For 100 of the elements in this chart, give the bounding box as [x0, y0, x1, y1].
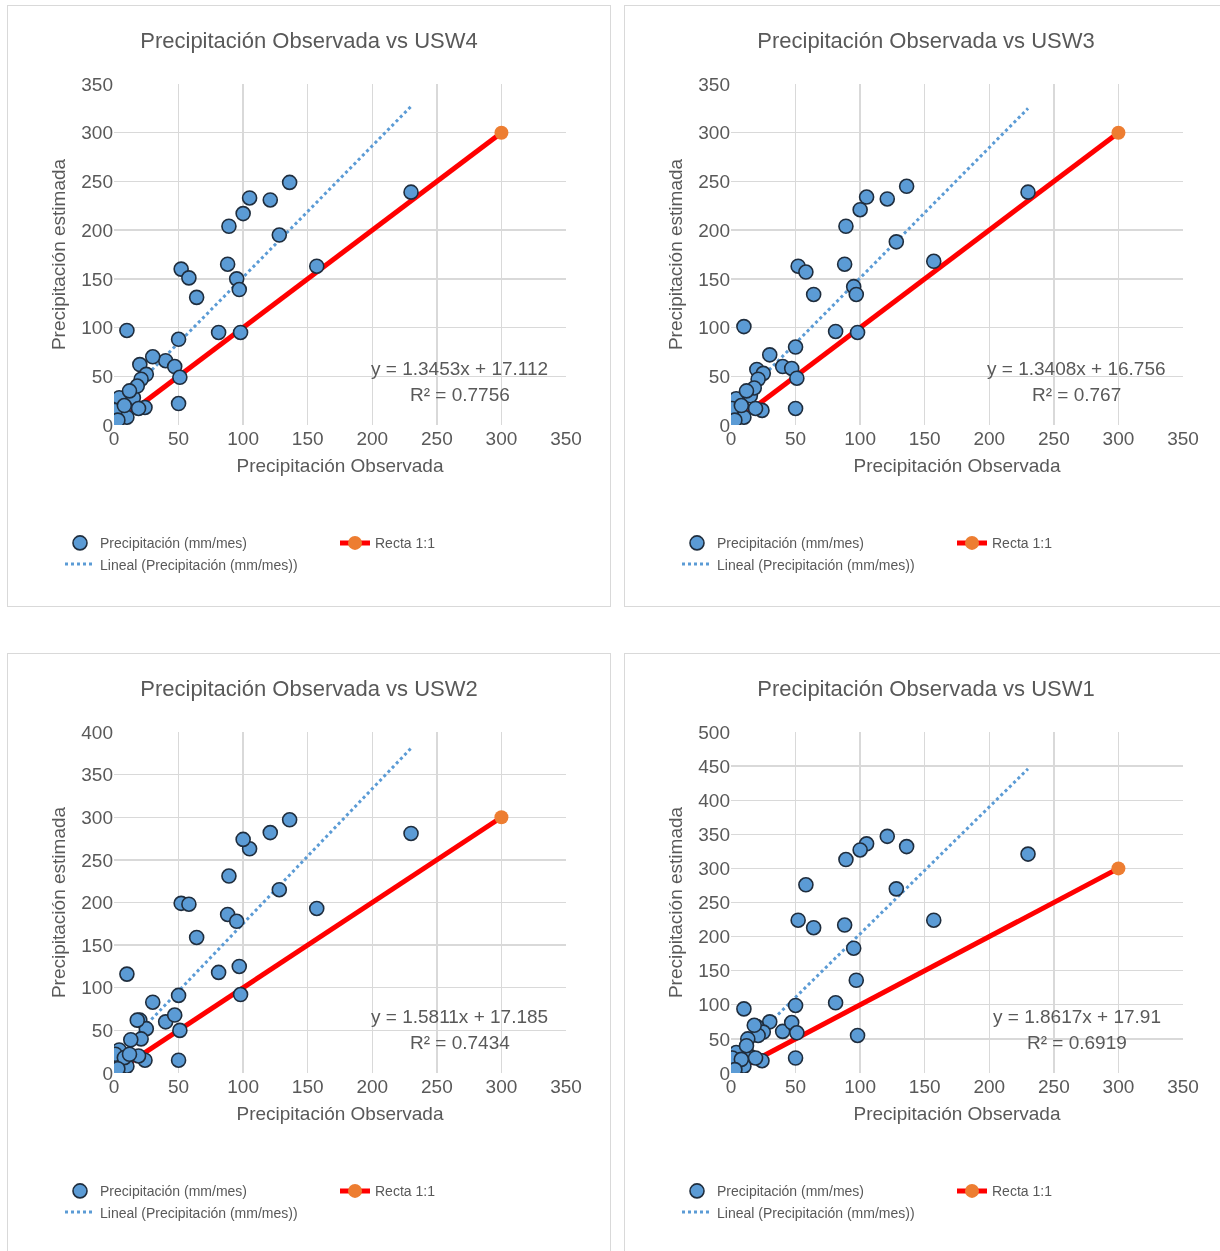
- point: [738, 383, 755, 399]
- annotation: y = 1.3453x + 17.112: [371, 358, 549, 379]
- chart-title: Precipitación Observada vs USW4: [140, 28, 478, 54]
- y-tick-label: 100: [698, 994, 730, 1016]
- point: [172, 1022, 188, 1039]
- x-tick-label: 50: [168, 1076, 190, 1097]
- y-tick-label: 500: [698, 721, 730, 743]
- annotation: R² = 0.6919: [1027, 1032, 1127, 1053]
- point: [170, 331, 187, 348]
- x-tick-label: 300: [485, 428, 518, 449]
- x-tick-label: 300: [485, 1076, 518, 1097]
- point: [789, 1024, 805, 1041]
- x-tick-label: 350: [550, 1076, 582, 1097]
- x-tick-label: 250: [1038, 1076, 1070, 1097]
- point: [898, 838, 915, 855]
- point: [827, 323, 844, 340]
- y-axis-title: Precipitación estimada: [48, 158, 70, 351]
- point: [232, 986, 249, 1003]
- point: [787, 997, 804, 1014]
- point: [848, 972, 865, 989]
- x-tick-label: 50: [785, 1076, 807, 1097]
- point: [170, 395, 187, 412]
- y-tick-label: 100: [698, 317, 730, 339]
- annotation: y = 1.8617x + 17.91: [993, 1006, 1161, 1027]
- point: [798, 876, 814, 893]
- point: [494, 810, 509, 825]
- x-tick-label: 200: [356, 428, 389, 449]
- point: [925, 912, 942, 929]
- point: [789, 370, 805, 387]
- y-tick-label: 200: [698, 219, 730, 241]
- point: [308, 258, 325, 274]
- chart-title: Precipitación Observada vs USW3: [757, 28, 1095, 54]
- y-tick-label: 350: [81, 764, 113, 786]
- point: [123, 1031, 139, 1048]
- legend-label: Lineal (Precipitación (mm/mes)): [100, 1204, 298, 1221]
- y-tick-label: 200: [81, 219, 113, 241]
- point: [879, 191, 896, 207]
- x-tick-label: 350: [1167, 428, 1199, 449]
- y-tick-label: 200: [698, 926, 730, 948]
- legend-label: Recta 1:1: [992, 535, 1053, 552]
- point: [271, 881, 288, 898]
- y-tick-label: 450: [698, 755, 730, 777]
- point: [798, 264, 814, 280]
- x-tick-label: 350: [1167, 1076, 1199, 1097]
- point: [116, 397, 133, 414]
- x-tick-label: 150: [291, 1076, 324, 1097]
- point: [181, 896, 197, 912]
- y-axis-title: Precipitación estimada: [48, 806, 70, 999]
- legend-label: Recta 1:1: [375, 1183, 436, 1200]
- y-tick-label: 350: [698, 823, 730, 845]
- point: [747, 1050, 764, 1066]
- point: [232, 324, 249, 341]
- point: [858, 189, 875, 205]
- x-tick-label: 100: [844, 428, 876, 449]
- y-tick-label: 300: [698, 858, 730, 880]
- point: [281, 812, 298, 828]
- point: [836, 917, 853, 933]
- point: [738, 1037, 755, 1054]
- point: [888, 234, 905, 250]
- point: [733, 397, 750, 414]
- x-tick-label: 250: [1038, 428, 1070, 449]
- point: [231, 281, 248, 298]
- y-axis-title: Precipitación estimada: [665, 806, 687, 999]
- point: [852, 842, 868, 858]
- point: [852, 201, 868, 218]
- point: [1020, 846, 1036, 862]
- point: [849, 1027, 866, 1044]
- annotation: y = 1.5811x + 17.185: [371, 1006, 549, 1027]
- legend-label: Precipitación (mm/mes): [100, 1183, 248, 1200]
- point: [805, 919, 822, 936]
- point: [403, 184, 419, 200]
- point: [144, 349, 161, 365]
- y-tick-label: 150: [698, 960, 730, 982]
- y-tick-label: 300: [81, 806, 113, 828]
- chart-title: Precipitación Observada vs USW2: [140, 676, 478, 702]
- point: [228, 913, 245, 930]
- annotation: R² = 0.767: [1032, 384, 1122, 405]
- y-tick-label: 100: [81, 977, 113, 999]
- x-tick-label: 100: [227, 428, 259, 449]
- x-tick-label: 250: [421, 1076, 453, 1097]
- point: [838, 218, 854, 235]
- y-tick-label: 50: [91, 365, 113, 387]
- point: [736, 318, 752, 335]
- point: [235, 205, 251, 222]
- x-tick-label: 300: [1102, 428, 1135, 449]
- point: [838, 851, 854, 868]
- point: [761, 347, 778, 363]
- point: [925, 253, 942, 270]
- point: [879, 828, 896, 845]
- x-axis-title: Precipitación Observada: [853, 1102, 1061, 1124]
- point: [144, 994, 161, 1011]
- y-tick-label: 400: [81, 721, 113, 743]
- point: [790, 912, 806, 929]
- point: [188, 289, 205, 306]
- y-tick-label: 350: [81, 73, 113, 95]
- point: [848, 286, 865, 303]
- x-tick-label: 100: [227, 1076, 259, 1097]
- point: [170, 1052, 187, 1068]
- point: [1111, 125, 1126, 140]
- point: [1111, 861, 1126, 876]
